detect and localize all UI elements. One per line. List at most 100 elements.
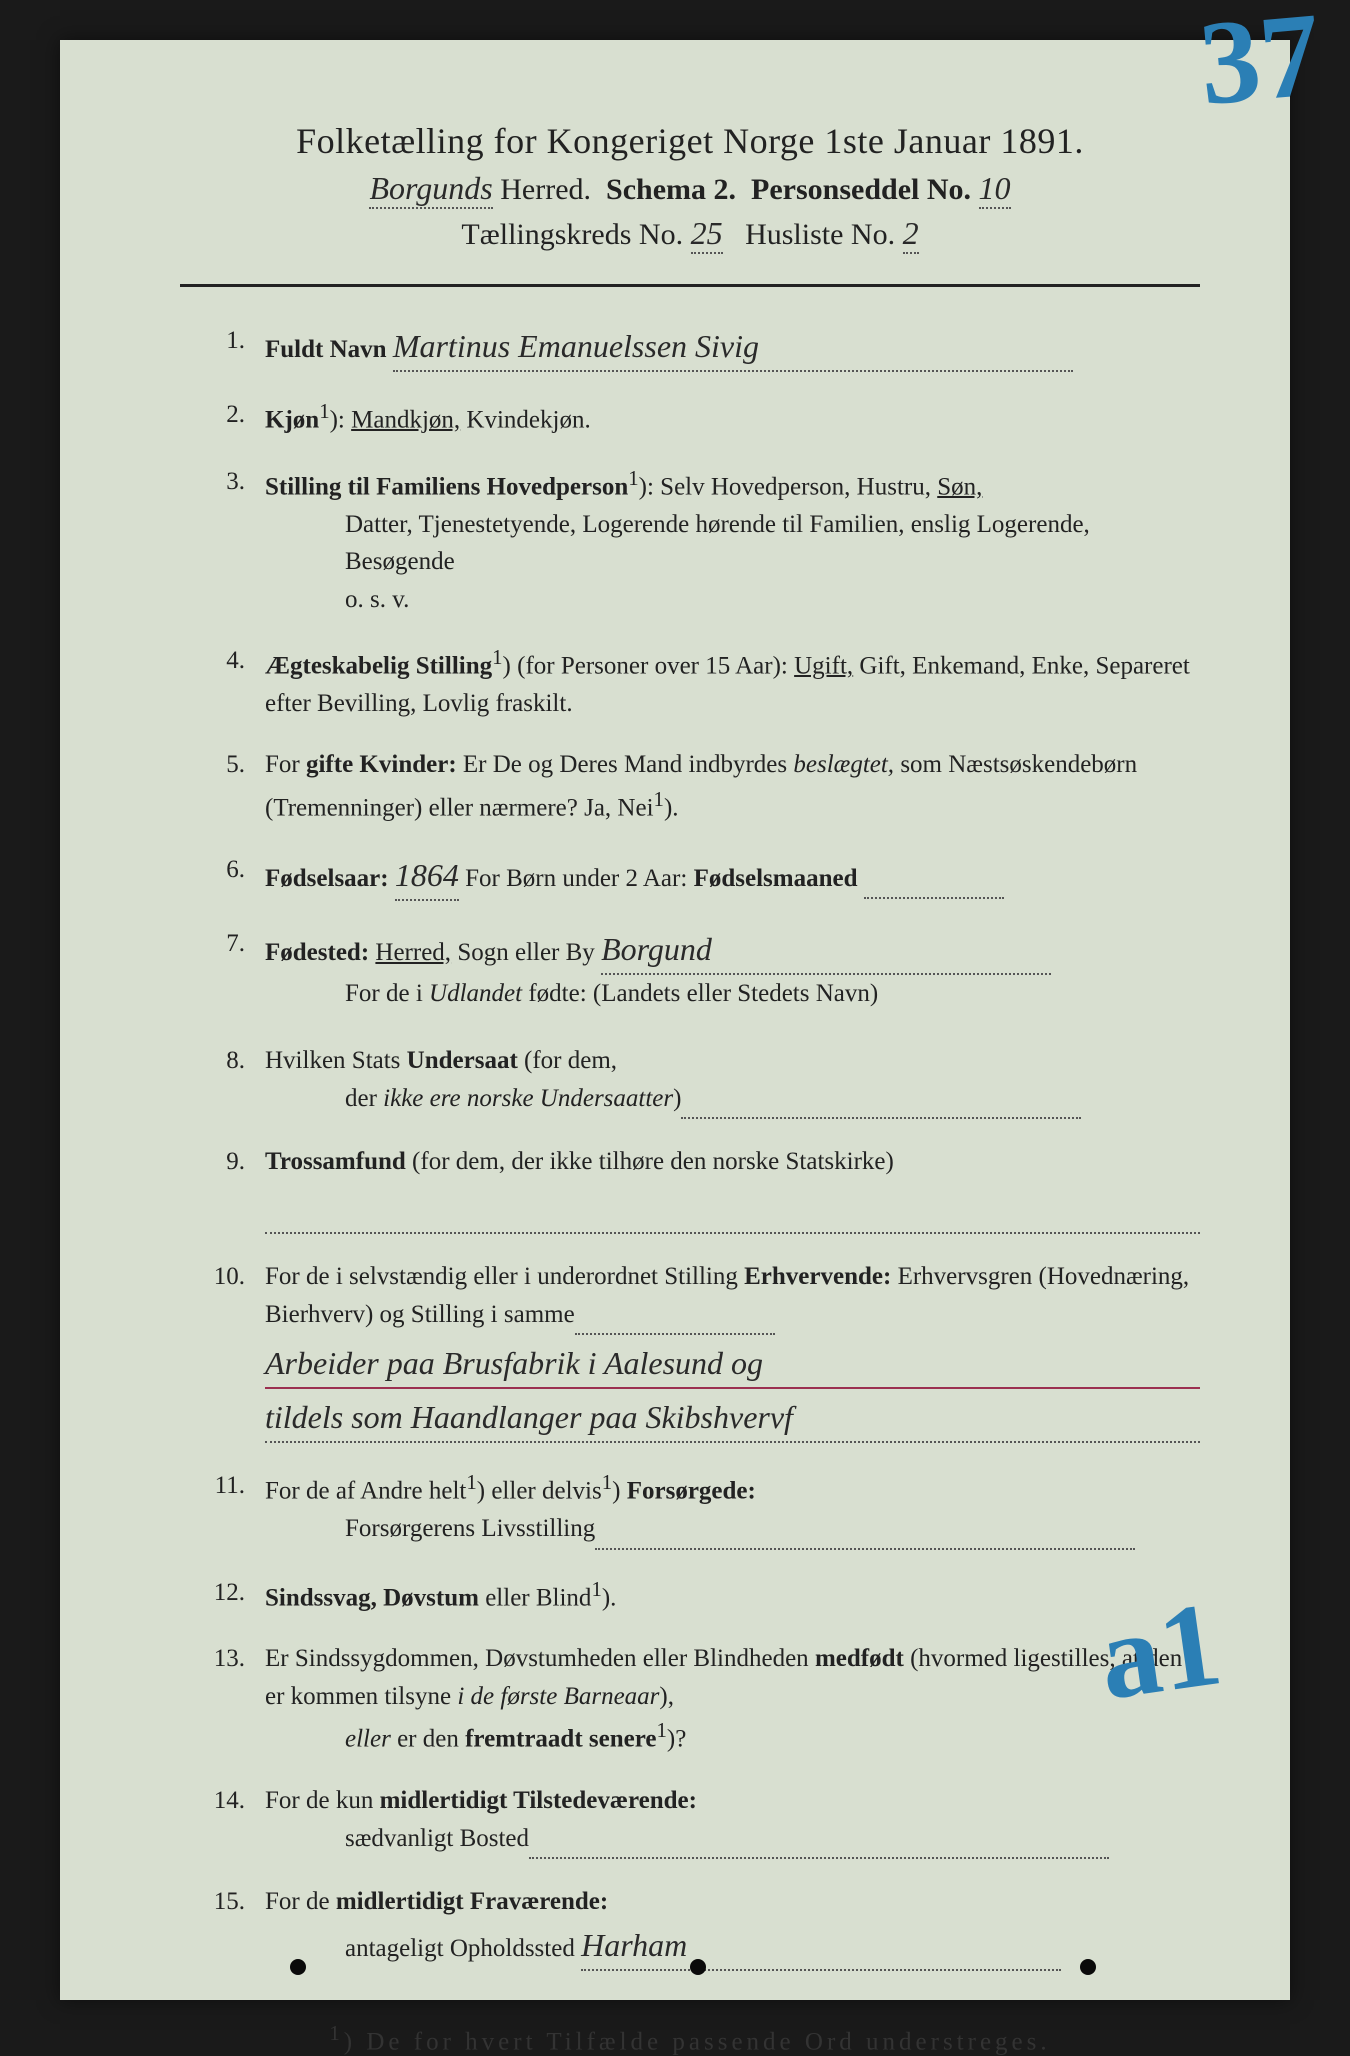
label-later: fremtraadt senere: [465, 1726, 656, 1753]
t1: For: [265, 751, 306, 778]
name-value: Martinus Emanuelssen Sivig: [393, 322, 1073, 372]
form-items: 1. Fuldt Navn Martinus Emanuelssen Sivig…: [180, 322, 1200, 1971]
num-10: 10.: [190, 1258, 265, 1443]
birthyear-value: 1864: [395, 851, 459, 901]
t4: ).: [664, 794, 679, 821]
num-8: 8.: [190, 1042, 265, 1119]
label-sex: Kjøn: [265, 406, 319, 433]
item-1: 1. Fuldt Navn Martinus Emanuelssen Sivig: [190, 322, 1200, 372]
num-3: 3.: [190, 463, 265, 618]
sup: 1: [319, 399, 329, 423]
t: (for dem, der ikke tilhøre den norske St…: [406, 1148, 894, 1175]
item-3: 3. Stilling til Familiens Hovedperson1):…: [190, 463, 1200, 618]
num-1: 1.: [190, 322, 265, 372]
sup1: 1: [466, 1470, 476, 1494]
t2: antageligt Opholdssted: [345, 1935, 575, 1962]
label-name: Fuldt Navn: [265, 336, 387, 363]
it1: i de første Barneaar: [457, 1683, 659, 1710]
item-15: 15. For de midlertidigt Fraværende: anta…: [190, 1883, 1200, 1971]
colon: ):: [330, 406, 352, 433]
body-6: Fødselsaar: 1864 For Børn under 2 Aar: F…: [265, 851, 1200, 901]
item-11: 11. For de af Andre helt1) eller delvis1…: [190, 1467, 1200, 1549]
t1: For de i selvstændig eller i underordnet…: [265, 1263, 744, 1290]
item-6: 6. Fødselsaar: 1864 For Børn under 2 Aar…: [190, 851, 1200, 901]
person-label: Personseddel No.: [751, 173, 971, 206]
form-title: Folketælling for Kongeriget Norge 1ste J…: [180, 120, 1200, 162]
birthplace-line2: For de i Udlandet fødte: (Landets eller …: [265, 975, 1200, 1013]
temp-absent-value: Harham: [581, 1921, 1061, 1971]
it2: eller: [345, 1726, 391, 1753]
item-8: 8. Hvilken Stats Undersaat (for dem, der…: [190, 1042, 1200, 1119]
num-12: 12.: [190, 1574, 265, 1617]
husliste-label: Husliste No.: [745, 218, 895, 251]
congenital-line3: eller er den fremtraadt senere1)?: [265, 1715, 1200, 1758]
ikke-norske: ikke ere norske Undersaatter: [383, 1085, 673, 1112]
body-5: For gifte Kvinder: Er De og Deres Mand i…: [265, 746, 1200, 826]
t1: Hvilken Stats: [265, 1047, 407, 1074]
t1: For de kun: [265, 1787, 380, 1814]
t1: Er Sindssygdommen, Døvstumheden eller Bl…: [265, 1645, 815, 1672]
body-15: For de midlertidigt Fraværende: antageli…: [265, 1883, 1200, 1971]
body-3: Stilling til Familiens Hovedperson1): Se…: [265, 463, 1200, 618]
t1: For de af Andre helt: [265, 1478, 466, 1505]
body-11: For de af Andre helt1) eller delvis1) Fo…: [265, 1467, 1200, 1549]
body-4: Ægteskabelig Stilling1) (for Personer ov…: [265, 642, 1200, 722]
position-line3: o. s. v.: [265, 581, 1200, 619]
supported-blank: [595, 1510, 1135, 1550]
beslaegtet: beslægtet,: [793, 751, 894, 778]
label-citizen: Undersaat: [407, 1047, 518, 1074]
temp-present-blank: [529, 1820, 1109, 1860]
t: eller Blind: [479, 1584, 591, 1611]
num-6: 6.: [190, 851, 265, 901]
citizen-line2: der ikke ere norske Undersaatter): [265, 1080, 1200, 1120]
t3: ): [612, 1478, 627, 1505]
t2: sædvanligt Bosted: [345, 1825, 529, 1852]
item-13: 13. Er Sindssygdommen, Døvstumheden elle…: [190, 1640, 1200, 1758]
punch-hole: [290, 1959, 306, 1975]
sup: 1: [654, 787, 664, 811]
footnote: 1) De for hvert Tilfælde passende Ord un…: [180, 2021, 1200, 2056]
annotation-a1: a1: [1091, 1574, 1229, 1727]
item-2: 2. Kjøn1): Mandkjøn, Kvindekjøn.: [190, 396, 1200, 439]
label-temp-present: midlertidigt Tilstedeværende:: [380, 1787, 697, 1814]
sup: 1: [591, 1577, 601, 1601]
kreds-label: Tællingskreds No.: [461, 218, 683, 251]
txt: ) (for Personer over 15 Aar):: [503, 652, 795, 679]
label-birthyear: Fødselsaar:: [265, 865, 389, 892]
num-5: 5.: [190, 746, 265, 826]
t1: For de: [265, 1888, 336, 1915]
num-11: 11.: [190, 1467, 265, 1549]
birthmonth-blank: [864, 860, 1004, 900]
temp-present-line2: sædvanligt Bosted: [265, 1820, 1200, 1860]
num-15: 15.: [190, 1883, 265, 1971]
t1: Sogn eller By: [457, 939, 595, 966]
label-supported: Forsørgede:: [627, 1478, 756, 1505]
body-10: For de i selvstændig eller i underordnet…: [265, 1258, 1200, 1443]
t2: For Børn under 2 Aar:: [465, 865, 693, 892]
sex-male: Mandkjøn,: [351, 406, 460, 433]
sup: 1: [628, 466, 638, 490]
herred-handwritten: Borgunds: [369, 170, 492, 209]
t3: ),: [659, 1683, 674, 1710]
label-occupation: Erhvervende:: [744, 1263, 891, 1290]
udlandet: Udlandet: [429, 980, 522, 1007]
sup: 1: [492, 645, 502, 669]
t5: )?: [667, 1726, 686, 1753]
t2: (for dem,: [518, 1047, 617, 1074]
t2: ) eller delvis: [477, 1478, 602, 1505]
body-13: Er Sindssygdommen, Døvstumheden eller Bl…: [265, 1640, 1200, 1758]
herred-underlined: Herred,: [375, 939, 451, 966]
kreds-no: 25: [691, 215, 723, 254]
supported-line2: Forsørgerens Livsstilling: [265, 1510, 1200, 1550]
t4: er den: [391, 1726, 465, 1753]
body-1: Fuldt Navn Martinus Emanuelssen Sivig: [265, 322, 1200, 372]
label-temp-absent: midlertidigt Fraværende:: [336, 1888, 608, 1915]
temp-absent-line2: antageligt Opholdssted Harham: [265, 1921, 1200, 1971]
sup2: 1: [602, 1470, 612, 1494]
label-position: Stilling til Familiens Hovedperson: [265, 473, 628, 500]
t3: der: [345, 1085, 383, 1112]
divider: [180, 284, 1200, 287]
occupation-hw1: Arbeider paa Brusfabrik i Aalesund og: [265, 1339, 1200, 1389]
sex-female: Kvindekjøn.: [460, 406, 591, 433]
item-7: 7. Fødested: Herred, Sogn eller By Borgu…: [190, 925, 1200, 1013]
